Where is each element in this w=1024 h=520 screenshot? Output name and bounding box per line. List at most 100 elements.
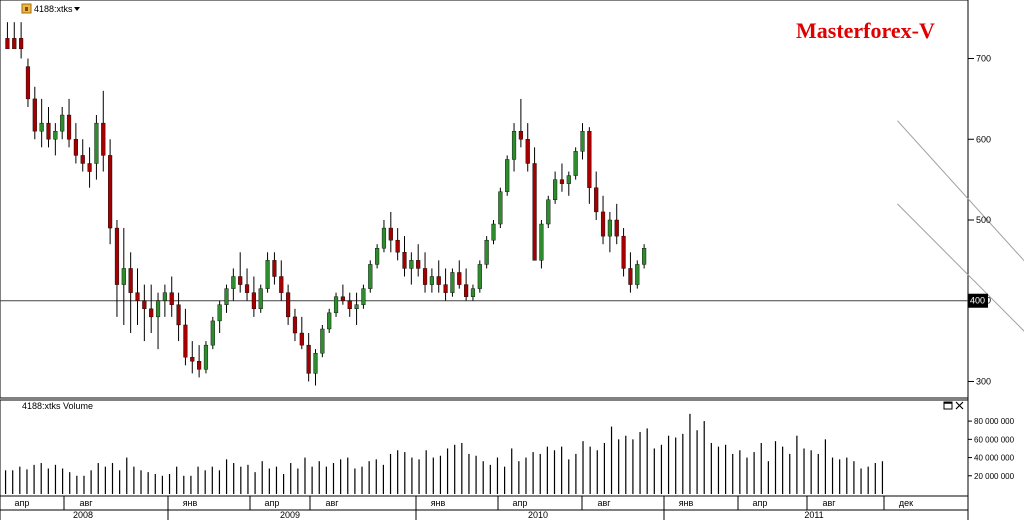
candle (73, 123, 78, 164)
volume-tick-label: 80 000 000 (974, 417, 1015, 426)
month-label: авг (325, 498, 339, 508)
month-label: янв (183, 498, 198, 508)
symbol-label[interactable]: 4188:xtks (34, 4, 73, 14)
candle (25, 58, 31, 107)
month-label: авг (822, 498, 836, 508)
candle (60, 106, 65, 140)
candle (224, 284, 229, 313)
candle (457, 260, 462, 289)
candle (621, 228, 626, 277)
candle (238, 252, 243, 293)
candle (600, 195, 606, 245)
candle (539, 219, 544, 269)
candle (244, 268, 250, 301)
candle (265, 252, 270, 293)
candle (190, 341, 195, 374)
dropdown-arrow-icon[interactable] (74, 7, 80, 11)
month-label: янв (431, 498, 446, 508)
candle (197, 345, 202, 378)
volume-label: 4188:xtks Volume (22, 401, 93, 411)
candle (340, 284, 345, 305)
channel-line (897, 203, 1024, 332)
y-tick-label: 700 (976, 54, 991, 64)
candle (251, 276, 256, 317)
watermark: Masterforex-V (796, 18, 935, 43)
candle (169, 276, 174, 317)
candle (594, 171, 599, 220)
volume-tick-label: 40 000 000 (974, 454, 1015, 463)
candle (498, 187, 503, 229)
candle (628, 252, 633, 293)
candle (587, 127, 592, 204)
candle (279, 260, 284, 301)
candle (450, 268, 455, 297)
month-label: апр (513, 498, 528, 508)
candle (114, 219, 120, 317)
current-price-label: 400 (970, 296, 985, 306)
candle (306, 333, 311, 382)
candle (388, 211, 393, 253)
candle (313, 349, 318, 386)
candle (155, 292, 161, 350)
year-label: 2010 (528, 510, 548, 520)
candle (429, 268, 434, 293)
month-label: апр (15, 498, 30, 508)
maximize-icon[interactable] (943, 401, 953, 410)
candle (19, 22, 24, 59)
candle (361, 284, 366, 309)
candle (108, 139, 113, 245)
candle (46, 106, 51, 148)
candle (94, 115, 99, 180)
candle (162, 284, 167, 317)
month-label: апр (753, 498, 768, 508)
candle (436, 260, 441, 293)
candle (217, 300, 222, 334)
candle (231, 268, 236, 301)
candle (525, 123, 530, 172)
candle (484, 236, 489, 269)
candle (210, 316, 215, 350)
candle (477, 260, 482, 293)
candle (333, 292, 339, 317)
candle (607, 211, 612, 253)
candle (32, 86, 37, 140)
volume-tick-label: 20 000 000 (974, 472, 1015, 481)
candle (176, 292, 181, 342)
candle (128, 252, 133, 334)
candle (327, 308, 332, 334)
candle (149, 284, 154, 334)
candle (121, 228, 126, 325)
current-price-badge (968, 293, 988, 308)
close-icon[interactable] (955, 401, 964, 410)
month-label: дек (899, 498, 913, 508)
year-label: 2011 (804, 510, 823, 520)
month-label: авг (79, 498, 93, 508)
candle (142, 284, 147, 342)
candle (395, 228, 400, 261)
candle (443, 268, 448, 301)
candle (409, 252, 414, 285)
chart-app-icon[interactable] (21, 3, 32, 14)
candle (299, 316, 304, 350)
year-label: 2009 (280, 510, 300, 520)
candle (614, 203, 619, 245)
candle (402, 236, 407, 277)
candle (286, 284, 291, 325)
candle (80, 139, 85, 172)
candle (12, 22, 17, 50)
candle (635, 260, 640, 289)
candle (368, 260, 373, 293)
volume-panel (0, 399, 969, 497)
candle (354, 292, 359, 325)
month-label: янв (679, 498, 694, 508)
candle (464, 268, 469, 301)
month-label: авг (597, 498, 611, 508)
candle (511, 123, 517, 172)
candle (546, 195, 551, 229)
candle (5, 22, 10, 50)
candle (135, 268, 140, 325)
candle (53, 123, 58, 156)
candle (258, 284, 263, 313)
y-tick-label: 500 (976, 215, 991, 225)
